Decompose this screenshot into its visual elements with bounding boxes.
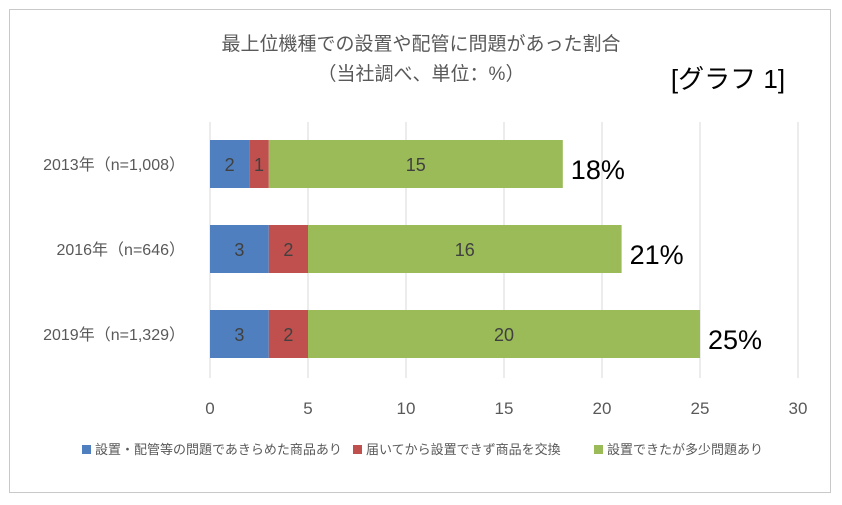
bar-value-label: 3 [234,240,244,260]
bar-value-label: 15 [406,155,426,175]
bar-value-label: 3 [234,325,244,345]
bar-segment [268,310,308,358]
x-tick-label: 30 [789,399,808,418]
legend-label: 届いてから設置できず商品を交換 [366,442,561,457]
legend-label: 設置できたが多少問題あり [607,442,763,457]
category-labels: 2013年（n=1,008） 2016年（n=646） 2019年（n=1,329） [43,156,185,344]
bar-value-label: 2 [283,325,293,345]
bar-segment [308,225,622,273]
x-tick-labels: 0 5 10 15 20 25 30 [205,399,807,418]
x-tick-label: 10 [397,399,416,418]
legend-label: 設置・配管等の問題であきらめた商品あり [95,442,342,457]
bar-value-label: 2 [283,240,293,260]
bar-segment [268,140,563,188]
x-tick-label: 20 [593,399,612,418]
bar-value-label: 16 [455,240,475,260]
category-label: 2013年（n=1,008） [43,156,185,174]
legend-swatch [82,445,91,454]
category-label: 2016年（n=646） [56,241,185,259]
bars-group: 2 1 15 18%3 2 16 21%3 2 20 25% [210,140,762,358]
chart-tag: [グラフ 1] [671,64,785,94]
bar-segment [268,225,308,273]
x-tick-label: 15 [495,399,514,418]
bar-value-label: 2 [225,155,235,175]
bar-segment [210,225,269,273]
category-label: 2019年（n=1,329） [43,326,185,344]
bar-segment [308,310,700,358]
chart-frame [9,9,831,493]
total-label: 25% [708,325,762,355]
chart-title: 最上位機種での設置や配管に問題があった割合 [221,33,620,55]
total-label: 21% [630,240,684,270]
total-label: 18% [571,155,625,185]
bar-segment [249,140,269,188]
x-tick-label: 5 [303,399,312,418]
x-tick-label: 25 [691,399,710,418]
chart-subtitle: （当社調べ、単位：%） [318,63,525,85]
legend-swatch [594,445,603,454]
bar-value-label: 20 [494,325,514,345]
bar-segment [210,140,250,188]
legend: 設置・配管等の問題であきらめた商品あり 届いてから設置できず商品を交換 設置できたが… [82,442,763,457]
bar-value-label: 1 [254,155,264,175]
x-tick-label: 0 [205,399,214,418]
legend-swatch [353,445,362,454]
bar-segment [210,310,269,358]
